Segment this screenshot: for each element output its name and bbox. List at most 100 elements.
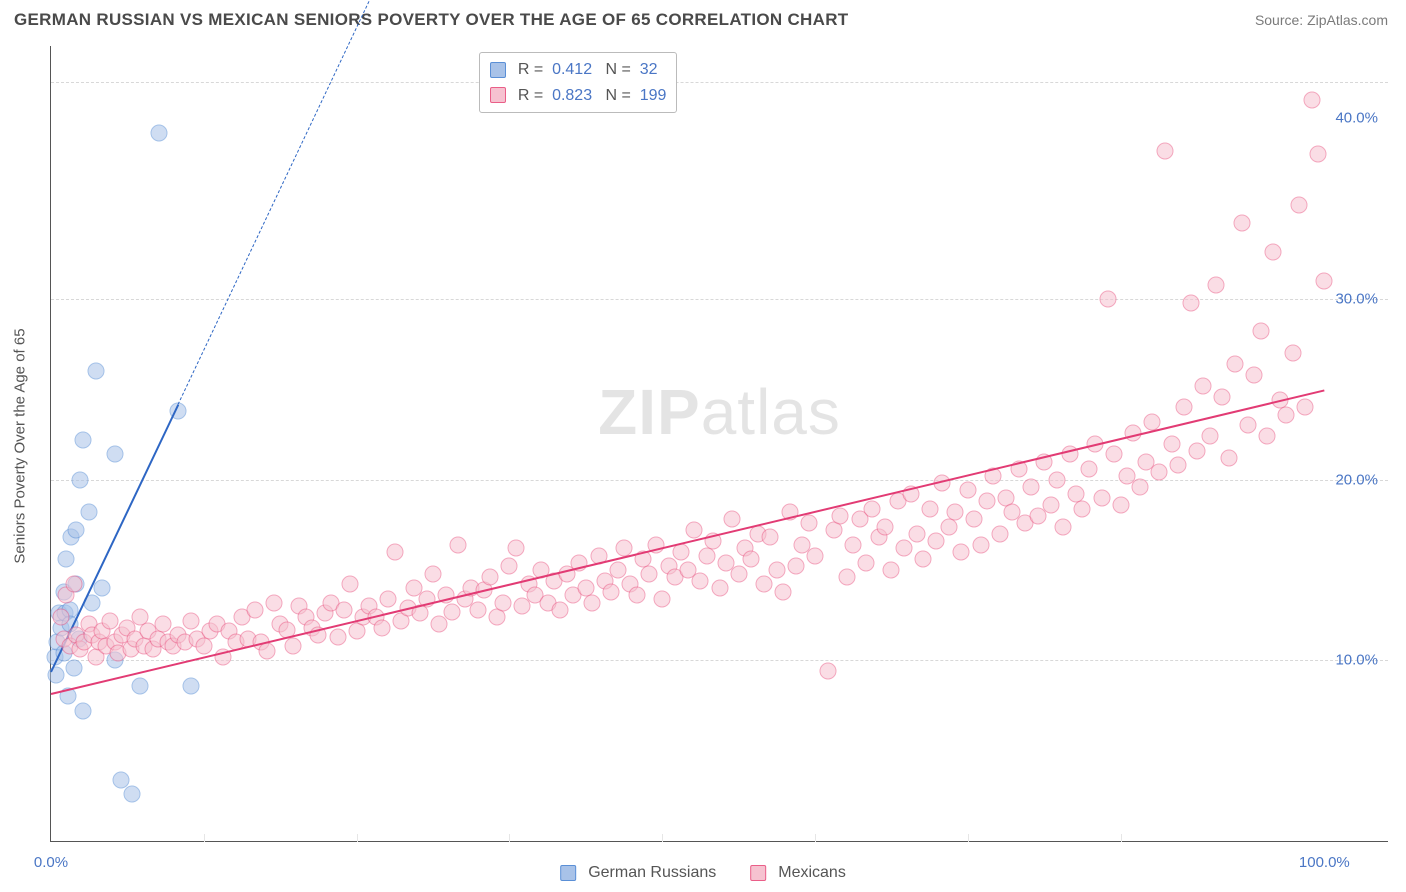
scatter-point <box>1055 518 1072 535</box>
scatter-point <box>1189 442 1206 459</box>
y-axis-label: Seniors Poverty Over the Age of 65 <box>12 328 29 563</box>
source-label: Source: <box>1255 12 1307 28</box>
x-tick-label: 0.0% <box>34 854 68 871</box>
watermark: ZIPatlas <box>598 375 841 449</box>
legend-swatch <box>490 87 506 103</box>
scatter-point <box>101 612 118 629</box>
scatter-point <box>692 572 709 589</box>
scatter-point <box>1042 496 1059 513</box>
scatter-point <box>58 551 75 568</box>
scatter-point <box>947 504 964 521</box>
scatter-point <box>1106 446 1123 463</box>
scatter-point <box>335 601 352 618</box>
scatter-point <box>832 507 849 524</box>
scatter-point <box>1208 276 1225 293</box>
watermark-part2: atlas <box>701 376 841 448</box>
scatter-point <box>978 493 995 510</box>
scatter-point <box>1144 413 1161 430</box>
scatter-point <box>1233 215 1250 232</box>
scatter-point <box>74 702 91 719</box>
scatter-point <box>183 677 200 694</box>
scatter-point <box>819 663 836 680</box>
scatter-point <box>68 522 85 539</box>
scatter-point <box>1309 146 1326 163</box>
gridline-v <box>968 834 969 842</box>
scatter-point <box>259 643 276 660</box>
legend-label: German Russians <box>588 864 716 882</box>
scatter-point <box>1080 460 1097 477</box>
scatter-point <box>775 583 792 600</box>
scatter-point <box>915 551 932 568</box>
scatter-point <box>966 511 983 528</box>
scatter-point <box>380 590 397 607</box>
gridline-v <box>204 834 205 842</box>
scatter-point <box>329 628 346 645</box>
legend-bottom: German Russians Mexicans <box>560 864 846 882</box>
scatter-point <box>762 529 779 546</box>
scatter-point <box>501 558 518 575</box>
scatter-point <box>787 558 804 575</box>
scatter-point <box>93 580 110 597</box>
scatter-point <box>450 536 467 553</box>
scatter-point <box>1252 323 1269 340</box>
scatter-point <box>507 540 524 557</box>
scatter-point <box>641 565 658 582</box>
scatter-point <box>431 616 448 633</box>
scatter-point <box>72 471 89 488</box>
scatter-point <box>877 518 894 535</box>
scatter-point <box>953 543 970 560</box>
scatter-point <box>921 500 938 517</box>
scatter-point <box>603 583 620 600</box>
scatter-point <box>482 569 499 586</box>
scatter-point <box>1112 496 1129 513</box>
scatter-point <box>155 616 172 633</box>
scatter-point <box>857 554 874 571</box>
legend-swatch <box>750 865 766 881</box>
gridline-h <box>51 82 1388 83</box>
scatter-point <box>386 543 403 560</box>
scatter-point <box>896 540 913 557</box>
scatter-point <box>1150 464 1167 481</box>
scatter-point <box>768 561 785 578</box>
scatter-point <box>698 547 715 564</box>
scatter-point <box>183 612 200 629</box>
scatter-point <box>1099 290 1116 307</box>
y-tick-label: 30.0% <box>1335 290 1378 307</box>
scatter-point <box>1201 428 1218 445</box>
scatter-point <box>711 580 728 597</box>
scatter-point <box>1023 478 1040 495</box>
scatter-point <box>151 124 168 141</box>
regression-line <box>51 389 1325 694</box>
chart-title: GERMAN RUSSIAN VS MEXICAN SENIORS POVERT… <box>14 10 848 30</box>
scatter-point <box>724 511 741 528</box>
scatter-point <box>1214 388 1231 405</box>
gridline-h <box>51 660 1388 661</box>
scatter-point <box>113 771 130 788</box>
scatter-point <box>730 565 747 582</box>
scatter-point <box>838 569 855 586</box>
scatter-point <box>927 533 944 550</box>
scatter-point <box>845 536 862 553</box>
legend-item: Mexicans <box>750 864 846 882</box>
scatter-point <box>972 536 989 553</box>
y-tick-label: 10.0% <box>1335 652 1378 669</box>
scatter-point <box>348 623 365 640</box>
scatter-point <box>1297 399 1314 416</box>
scatter-point <box>1220 449 1237 466</box>
scatter-point <box>425 565 442 582</box>
chart-source: Source: ZipAtlas.com <box>1255 12 1388 28</box>
scatter-point <box>444 603 461 620</box>
scatter-point <box>1157 142 1174 159</box>
legend-swatch <box>560 865 576 881</box>
scatter-point <box>1195 377 1212 394</box>
scatter-point <box>87 363 104 380</box>
scatter-point <box>1176 399 1193 416</box>
scatter-point <box>826 522 843 539</box>
legend-stats: R = 0.412 N = 32R = 0.823 N = 199 <box>479 52 678 113</box>
scatter-point <box>469 601 486 618</box>
scatter-point <box>686 522 703 539</box>
gridline-v <box>1121 834 1122 842</box>
scatter-point <box>132 677 149 694</box>
scatter-point <box>883 561 900 578</box>
legend-stats-row: R = 0.412 N = 32 <box>490 57 667 83</box>
